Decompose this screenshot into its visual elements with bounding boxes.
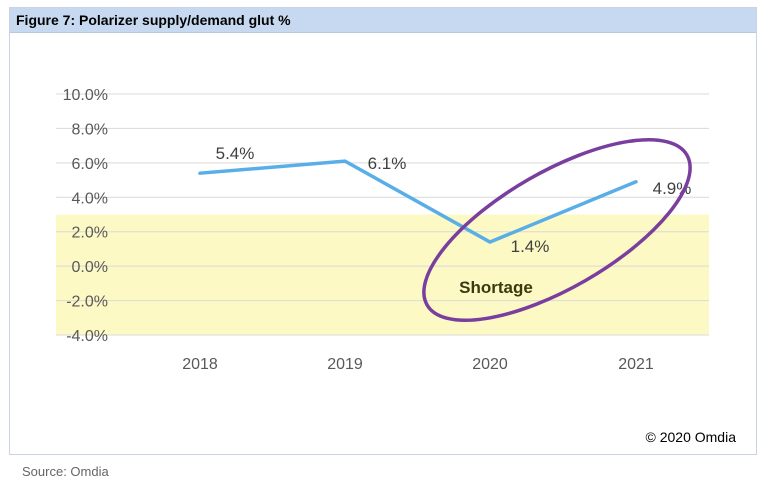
- x-tick-label: 2021: [618, 356, 654, 373]
- shortage-annotation: Shortage: [459, 278, 533, 297]
- x-tick-label: 2019: [327, 356, 363, 373]
- y-tick-label: -2.0%: [66, 294, 108, 311]
- y-tick-label: -4.0%: [66, 328, 108, 345]
- y-tick-label: 0.0%: [72, 259, 108, 276]
- shortage-band: [56, 214, 709, 335]
- series-line: [198, 159, 638, 244]
- y-tick-label: 6.0%: [72, 156, 108, 173]
- figure-title: Figure 7: Polarizer supply/demand glut %: [16, 12, 291, 28]
- copyright: © 2020 Omdia: [645, 429, 736, 445]
- title-bar: Figure 7: Polarizer supply/demand glut %: [10, 8, 756, 33]
- y-tick-label: 10.0%: [63, 87, 108, 104]
- data-label: 1.4%: [511, 237, 550, 256]
- x-tick-label: 2020: [472, 356, 508, 373]
- shortage-highlight-ellipse: [422, 137, 692, 323]
- x-tick-label: 2018: [182, 356, 218, 373]
- y-tick-label: 8.0%: [72, 121, 108, 138]
- source-note: Source: Omdia: [22, 464, 109, 479]
- data-label: 6.1%: [368, 154, 407, 173]
- data-label: 5.4%: [216, 144, 255, 163]
- y-tick-label: 2.0%: [72, 225, 108, 242]
- y-tick-label: 4.0%: [72, 190, 108, 207]
